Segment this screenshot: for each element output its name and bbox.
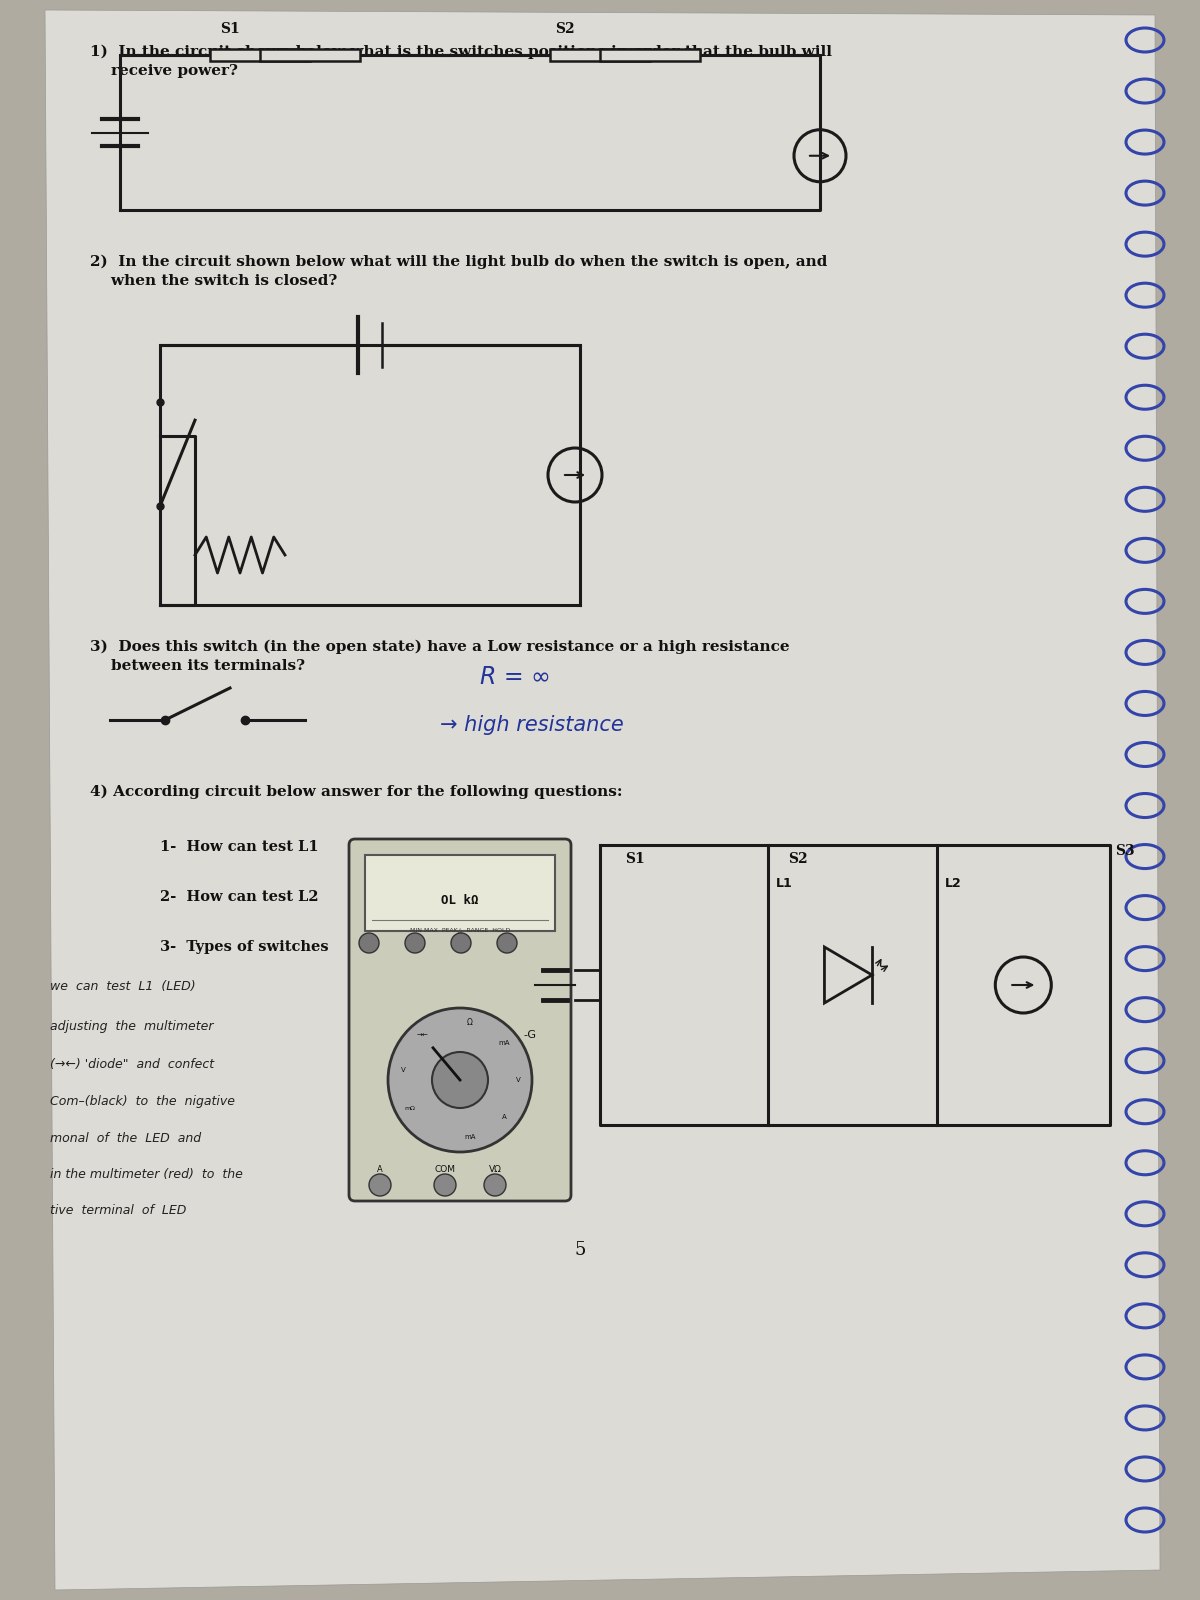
Circle shape	[434, 1174, 456, 1197]
Text: Ω: Ω	[467, 1018, 473, 1027]
Circle shape	[406, 933, 425, 954]
Text: V: V	[516, 1077, 521, 1083]
Circle shape	[497, 933, 517, 954]
Text: S1: S1	[220, 22, 240, 35]
Text: monal  of  the  LED  and: monal of the LED and	[50, 1133, 202, 1146]
Polygon shape	[46, 10, 1160, 1590]
Text: →←: →←	[416, 1032, 428, 1038]
Text: mΩ: mΩ	[404, 1107, 415, 1112]
Text: COM: COM	[434, 1165, 456, 1174]
Circle shape	[370, 1174, 391, 1197]
Text: 1-  How can test L1: 1- How can test L1	[160, 840, 319, 854]
Circle shape	[451, 933, 472, 954]
Circle shape	[359, 933, 379, 954]
Bar	[210, 50, 310, 61]
Text: S2: S2	[788, 851, 808, 866]
FancyBboxPatch shape	[349, 838, 571, 1202]
Text: tive  terminal  of  LED: tive terminal of LED	[50, 1203, 186, 1218]
Bar	[550, 50, 650, 61]
Text: in the multimeter (red)  to  the: in the multimeter (red) to the	[50, 1168, 242, 1181]
Circle shape	[432, 1053, 488, 1109]
Text: S1: S1	[625, 851, 644, 866]
Text: (→←) 'diode"  and  confect: (→←) 'diode" and confect	[50, 1058, 214, 1070]
Text: 2)  In the circuit shown below what will the light bulb do when the switch is op: 2) In the circuit shown below what will …	[90, 254, 827, 288]
Text: 1)  In the circuit shown below what is the switches positions in order that the : 1) In the circuit shown below what is th…	[90, 45, 832, 78]
Text: L2: L2	[944, 877, 961, 890]
Text: OL kΩ: OL kΩ	[442, 893, 479, 907]
Text: 4) According circuit below answer for the following questions:: 4) According circuit below answer for th…	[90, 786, 623, 800]
Text: L1: L1	[776, 877, 793, 890]
Text: MIN MAX  PEAK△  RANGE  HOLD: MIN MAX PEAK△ RANGE HOLD	[410, 926, 510, 931]
Circle shape	[484, 1174, 506, 1197]
Text: 5: 5	[575, 1242, 586, 1259]
Text: adjusting  the  multimeter: adjusting the multimeter	[50, 1021, 214, 1034]
Text: R = ∞: R = ∞	[480, 666, 551, 690]
Text: A: A	[377, 1165, 383, 1174]
Text: VΩ: VΩ	[488, 1165, 502, 1174]
Text: mA: mA	[499, 1040, 510, 1046]
Text: 3)  Does this switch (in the open state) have a Low resistance or a high resista: 3) Does this switch (in the open state) …	[90, 640, 790, 672]
Bar	[600, 50, 700, 61]
Text: -G: -G	[523, 1030, 536, 1040]
Text: 2-  How can test L2: 2- How can test L2	[160, 890, 319, 904]
Text: S3: S3	[1115, 845, 1135, 858]
Text: mA: mA	[464, 1134, 476, 1141]
Text: S2: S2	[554, 22, 575, 35]
Text: → high resistance: → high resistance	[440, 715, 624, 734]
Text: we  can  test  L1  (LED): we can test L1 (LED)	[50, 979, 196, 994]
Circle shape	[388, 1008, 532, 1152]
Text: A: A	[502, 1114, 506, 1120]
Text: Com–(black)  to  the  nigative: Com–(black) to the nigative	[50, 1094, 235, 1107]
Text: V: V	[401, 1067, 406, 1074]
Bar	[260, 50, 360, 61]
FancyBboxPatch shape	[365, 854, 554, 931]
Text: 3-  Types of switches: 3- Types of switches	[160, 939, 329, 954]
